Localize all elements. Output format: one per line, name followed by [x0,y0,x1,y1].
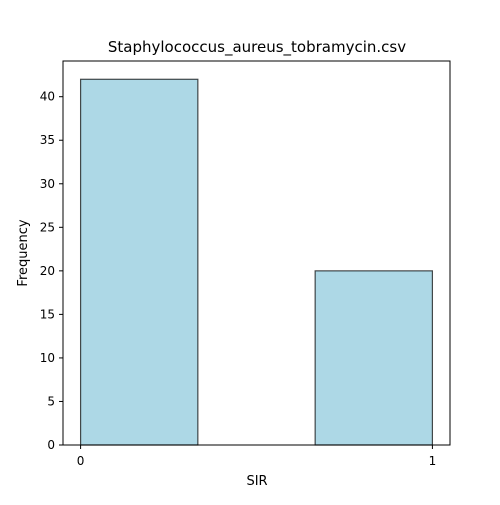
histogram-bar-2 [314,270,434,446]
plot-frame [62,60,451,446]
histogram-bar-0 [79,78,199,446]
y-tick-label-2: 10 [40,351,55,365]
y-tick-label-7: 35 [40,133,55,147]
y-tick-label-6: 30 [40,177,55,191]
y-tick-label-1: 5 [47,394,55,408]
x-tick-label-1: 1 [429,454,437,468]
y-tick-label-4: 20 [40,264,55,278]
y-tick-label-8: 40 [40,90,55,104]
x-tick-label-0: 0 [77,454,85,468]
chart-title: Staphylococcus_aureus_tobramycin.csv [108,38,406,57]
x-axis-label: SIR [246,474,267,489]
y-tick-label-5: 25 [40,220,55,234]
y-axis-label: Frequency [16,219,31,286]
y-tick-label-0: 0 [47,438,55,452]
y-tick-label-3: 15 [40,307,55,321]
y-axis-ticks: 0 5 10 15 20 25 30 35 40 [40,90,63,452]
bars-layer [79,78,434,446]
